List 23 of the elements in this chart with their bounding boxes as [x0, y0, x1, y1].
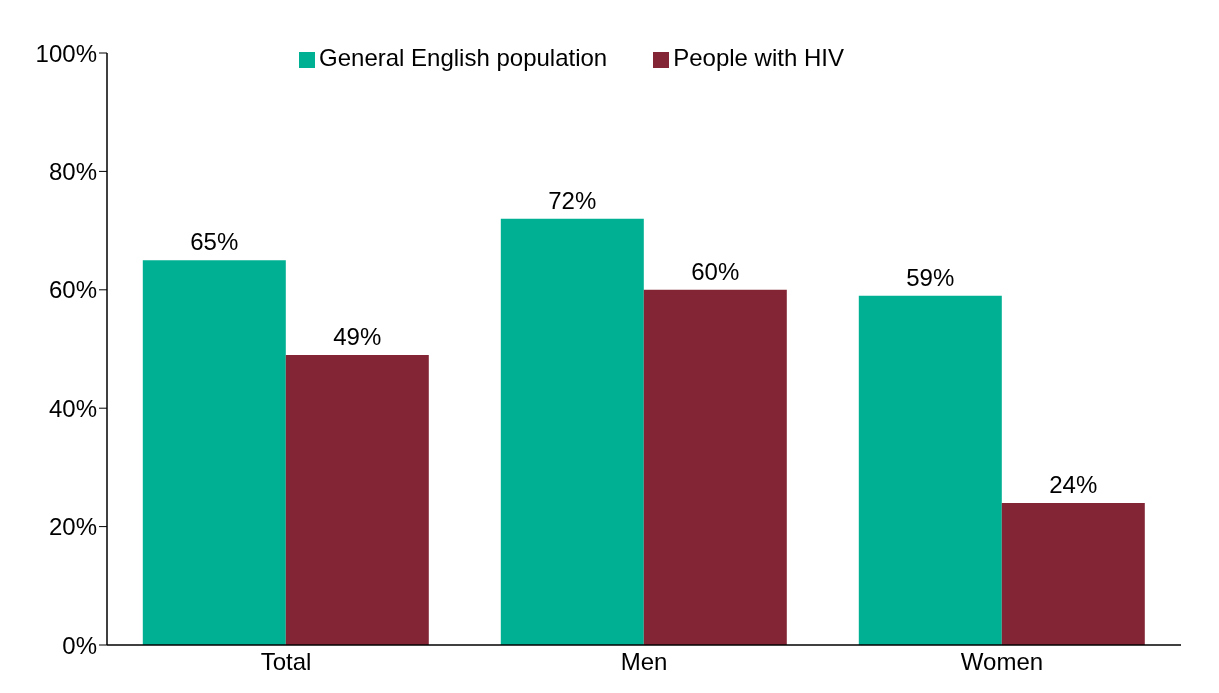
data-label: 59%: [906, 263, 955, 291]
data-label: 60%: [691, 257, 740, 285]
x-tick-label: Women: [960, 648, 1044, 676]
data-label: 65%: [190, 228, 239, 256]
data-label: 24%: [1049, 470, 1098, 498]
y-tick-label: 20%: [48, 513, 97, 541]
bar: [285, 354, 429, 645]
legend-label: General English population: [319, 44, 608, 71]
bar: [142, 260, 286, 645]
y-tick-label: 40%: [48, 394, 97, 422]
data-label: 72%: [548, 186, 597, 214]
y-tick-label: 100%: [35, 39, 97, 67]
y-tick-label: 0%: [62, 631, 97, 659]
y-tick-label: 80%: [48, 157, 97, 185]
legend-label: People with HIV: [673, 44, 844, 71]
data-label: 49%: [333, 322, 382, 350]
x-tick-label: Men: [620, 648, 668, 676]
y-tick-label: 60%: [48, 276, 97, 304]
bar: [500, 218, 644, 645]
bar: [858, 295, 1002, 645]
bar: [1001, 502, 1145, 645]
x-tick-label: Total: [260, 648, 312, 676]
bar: [643, 289, 787, 645]
